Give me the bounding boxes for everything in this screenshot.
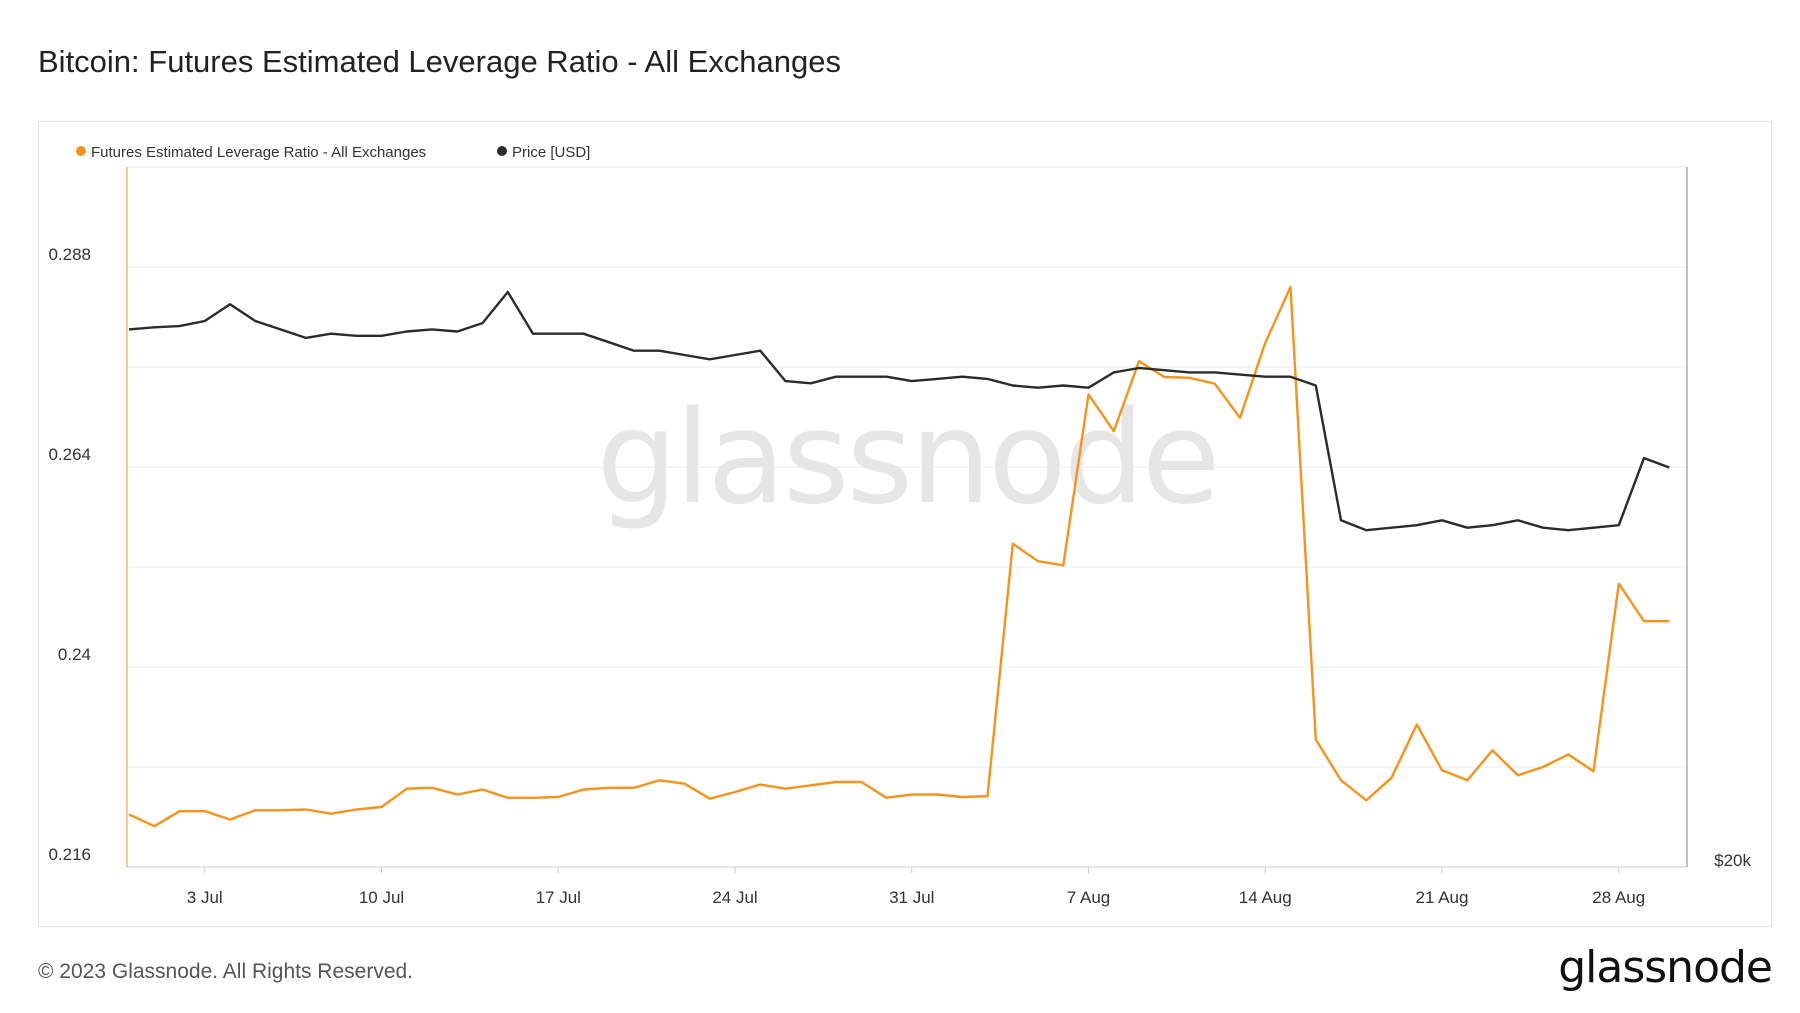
x-tick-label: 7 Aug <box>1067 888 1111 907</box>
x-tick-label: 10 Jul <box>359 888 404 907</box>
series-line-leverage <box>128 285 1670 828</box>
chart-frame: glassnode 0.216 0.24 0.264 0.288 $20k 3 Jul 10 … <box>38 121 1772 927</box>
x-tick-label: 14 Aug <box>1239 888 1292 907</box>
copyright-text: © 2023 Glassnode. All Rights Reserved. <box>38 960 414 983</box>
y-tick-label: 0.216 <box>48 845 91 864</box>
legend-marker-leverage <box>76 146 86 156</box>
legend-marker-price <box>497 146 507 156</box>
y-tick-label: 0.264 <box>48 445 91 464</box>
watermark: glassnode <box>596 384 1217 533</box>
glassnode-logo[interactable]: glassnode <box>1558 942 1773 993</box>
x-tick-label: 31 Jul <box>889 888 934 907</box>
y-tick-label: 0.288 <box>48 245 91 264</box>
x-tick-label: 17 Jul <box>536 888 581 907</box>
x-tick-label: 24 Jul <box>712 888 757 907</box>
series-line-price <box>128 290 1670 532</box>
page-title: Bitcoin: Futures Estimated Leverage Rati… <box>38 44 841 79</box>
x-tick-label: 3 Jul <box>187 888 223 907</box>
legend-label-price: Price [USD] <box>512 144 590 161</box>
y-right-tick-label: $20k <box>1714 851 1751 870</box>
chart: glassnode 0.216 0.24 0.264 0.288 $20k 3 Jul 10 … <box>48 144 1751 907</box>
x-tick-label: 28 Aug <box>1592 888 1645 907</box>
x-tick-label: 21 Aug <box>1416 888 1469 907</box>
y-tick-label: 0.24 <box>58 645 91 664</box>
legend-label-leverage: Futures Estimated Leverage Ratio - All E… <box>91 144 426 161</box>
